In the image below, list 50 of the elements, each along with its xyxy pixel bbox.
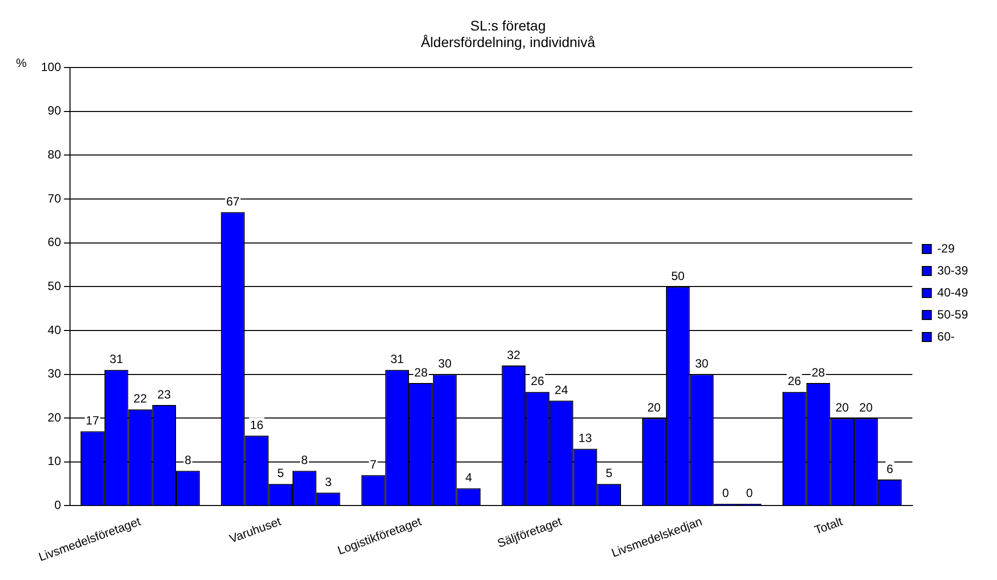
data-label: 3 xyxy=(324,474,332,489)
chart-title: SL:s företag xyxy=(470,17,546,34)
data-label: 30 xyxy=(695,356,709,371)
data-label: 7 xyxy=(370,457,377,472)
y-tick-label: 10 xyxy=(48,454,62,468)
data-label: 50 xyxy=(671,268,685,283)
y-tick-label: 40 xyxy=(48,322,62,337)
data-label: 24 xyxy=(554,382,568,397)
data-label: 4 xyxy=(465,470,472,485)
y-tick-label: 80 xyxy=(48,148,62,162)
y-axis-title: % xyxy=(16,56,27,70)
y-tick-label: 90 xyxy=(48,104,62,118)
data-label: 5 xyxy=(606,466,613,480)
data-label: 20 xyxy=(859,400,873,414)
data-label: 26 xyxy=(788,374,802,388)
data-label: 31 xyxy=(390,352,404,366)
data-label: 31 xyxy=(110,352,124,366)
data-label: 26 xyxy=(530,374,544,388)
data-label: 8 xyxy=(301,453,308,467)
y-tick-label: 50 xyxy=(48,278,62,293)
legend-label: 50-59 xyxy=(937,307,968,322)
legend-label: 40-49 xyxy=(937,285,968,300)
y-tick-label: 70 xyxy=(48,191,62,206)
legend-label: 60- xyxy=(937,329,955,344)
data-label: 5 xyxy=(277,466,284,480)
x-tick-label: Totalt xyxy=(812,514,845,538)
y-tick-label: 100 xyxy=(40,60,62,74)
data-label: 8 xyxy=(184,453,192,467)
data-label: 23 xyxy=(157,387,172,402)
data-label: 13 xyxy=(578,431,592,446)
y-tick-label: 30 xyxy=(48,366,62,381)
data-label: 16 xyxy=(250,418,264,432)
data-label: 17 xyxy=(86,414,100,428)
data-label: 28 xyxy=(414,365,428,380)
data-label: 0 xyxy=(746,486,754,500)
data-label: 30 xyxy=(438,356,452,371)
data-label: 0 xyxy=(722,486,730,500)
data-label: 20 xyxy=(835,400,850,414)
data-label: 67 xyxy=(226,194,240,208)
legend-label: 30-39 xyxy=(937,263,968,278)
data-label: 20 xyxy=(647,400,661,414)
chart-subtitle: Åldersfördelning, individnivå xyxy=(420,34,596,50)
data-label: 22 xyxy=(134,392,148,406)
y-tick-label: 20 xyxy=(48,410,62,424)
y-tick-label: 60 xyxy=(48,235,62,250)
legend-label: -29 xyxy=(937,241,955,256)
data-label: 28 xyxy=(812,365,826,380)
data-label: 6 xyxy=(886,462,894,476)
y-tick-label: 0 xyxy=(54,498,62,512)
data-label: 32 xyxy=(506,348,521,362)
